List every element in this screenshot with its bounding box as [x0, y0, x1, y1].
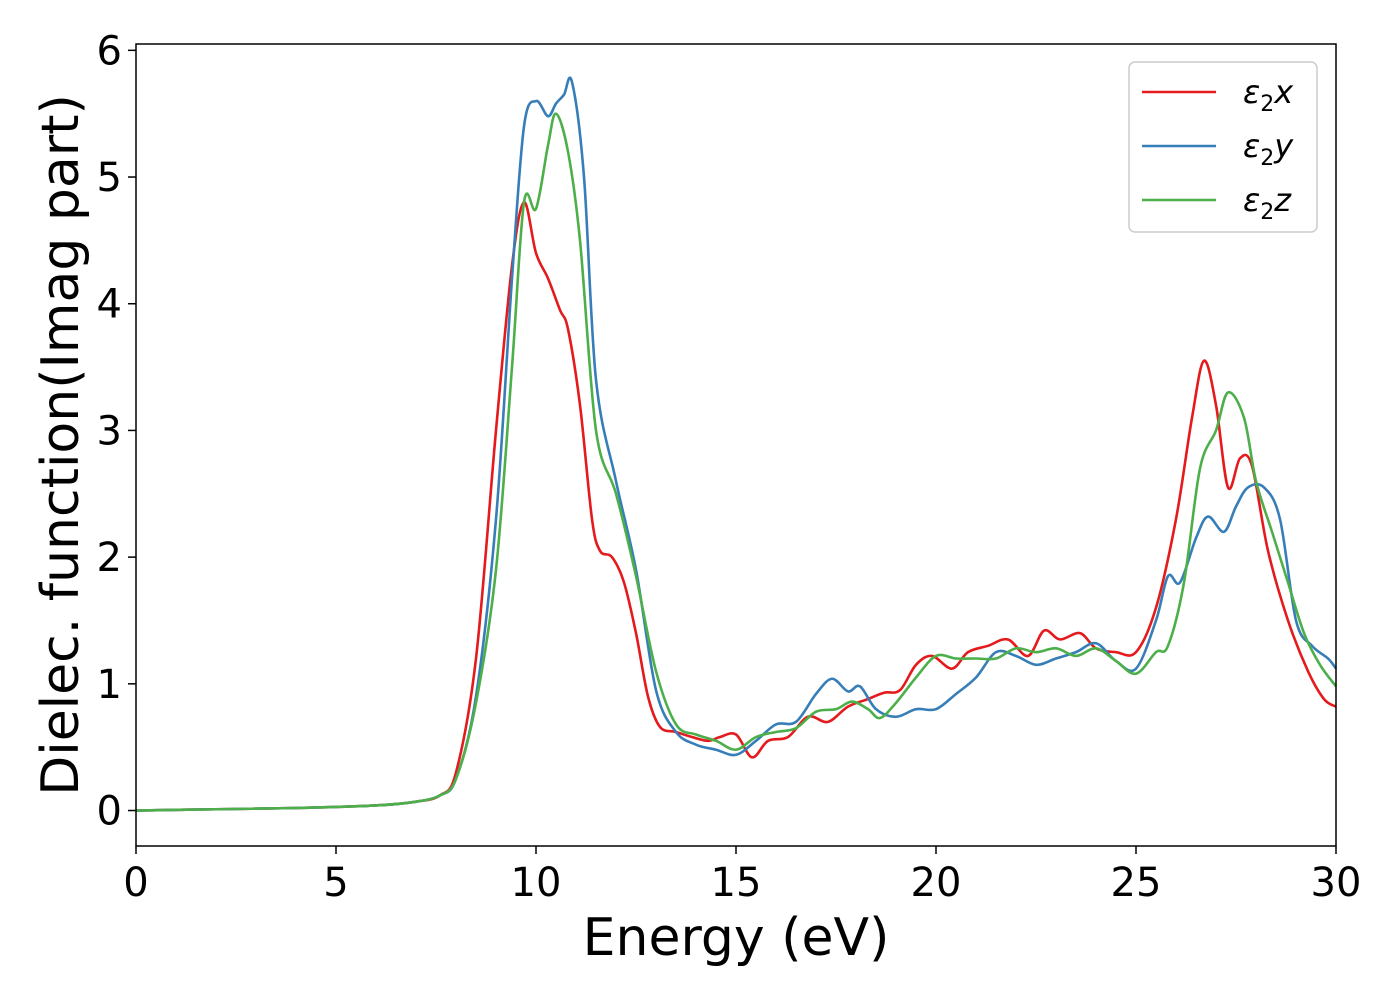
y-tick-label: 4	[97, 282, 122, 328]
legend-symbol: ε	[1243, 73, 1260, 111]
series-line-z	[135, 112, 1338, 812]
legend-label-z: ε2z	[1243, 181, 1292, 225]
legend-label-y: ε2y	[1243, 127, 1294, 171]
legend-variable: y	[1273, 127, 1294, 165]
y-tick-label: 2	[97, 535, 122, 581]
y-axis-label: Dielec. function(Imag part)	[31, 94, 91, 796]
y-tick-label: 6	[97, 28, 122, 74]
y-tick-label: 5	[97, 155, 122, 201]
x-axis-ticks: 0 5 10 15 20 25 30	[123, 846, 1361, 906]
y-tick-label: 1	[97, 662, 122, 708]
legend-subscript: 2	[1260, 92, 1274, 117]
series-line-y	[135, 76, 1338, 812]
x-tick-label: 10	[511, 860, 562, 906]
legend-subscript: 2	[1260, 146, 1274, 171]
legend-symbol: ε	[1243, 127, 1260, 165]
series-layer	[135, 76, 1338, 812]
legend-symbol: ε	[1243, 181, 1260, 219]
x-axis-label: Energy (eV)	[583, 908, 890, 968]
y-tick-label: 0	[97, 789, 122, 835]
legend-subscript: 2	[1260, 200, 1274, 225]
y-axis-ticks: 0 1 2 3 4 5 6	[97, 28, 136, 835]
legend-label-x: ε2x	[1243, 73, 1294, 117]
legend-variable: z	[1273, 181, 1292, 219]
x-tick-label: 0	[123, 860, 148, 906]
x-tick-label: 25	[1111, 860, 1162, 906]
x-tick-label: 30	[1311, 860, 1362, 906]
legend-box	[1128, 61, 1318, 233]
x-tick-label: 20	[911, 860, 962, 906]
y-tick-label: 3	[97, 408, 122, 454]
legend-variable: x	[1273, 73, 1294, 111]
x-tick-label: 5	[323, 860, 348, 906]
x-tick-label: 15	[711, 860, 762, 906]
